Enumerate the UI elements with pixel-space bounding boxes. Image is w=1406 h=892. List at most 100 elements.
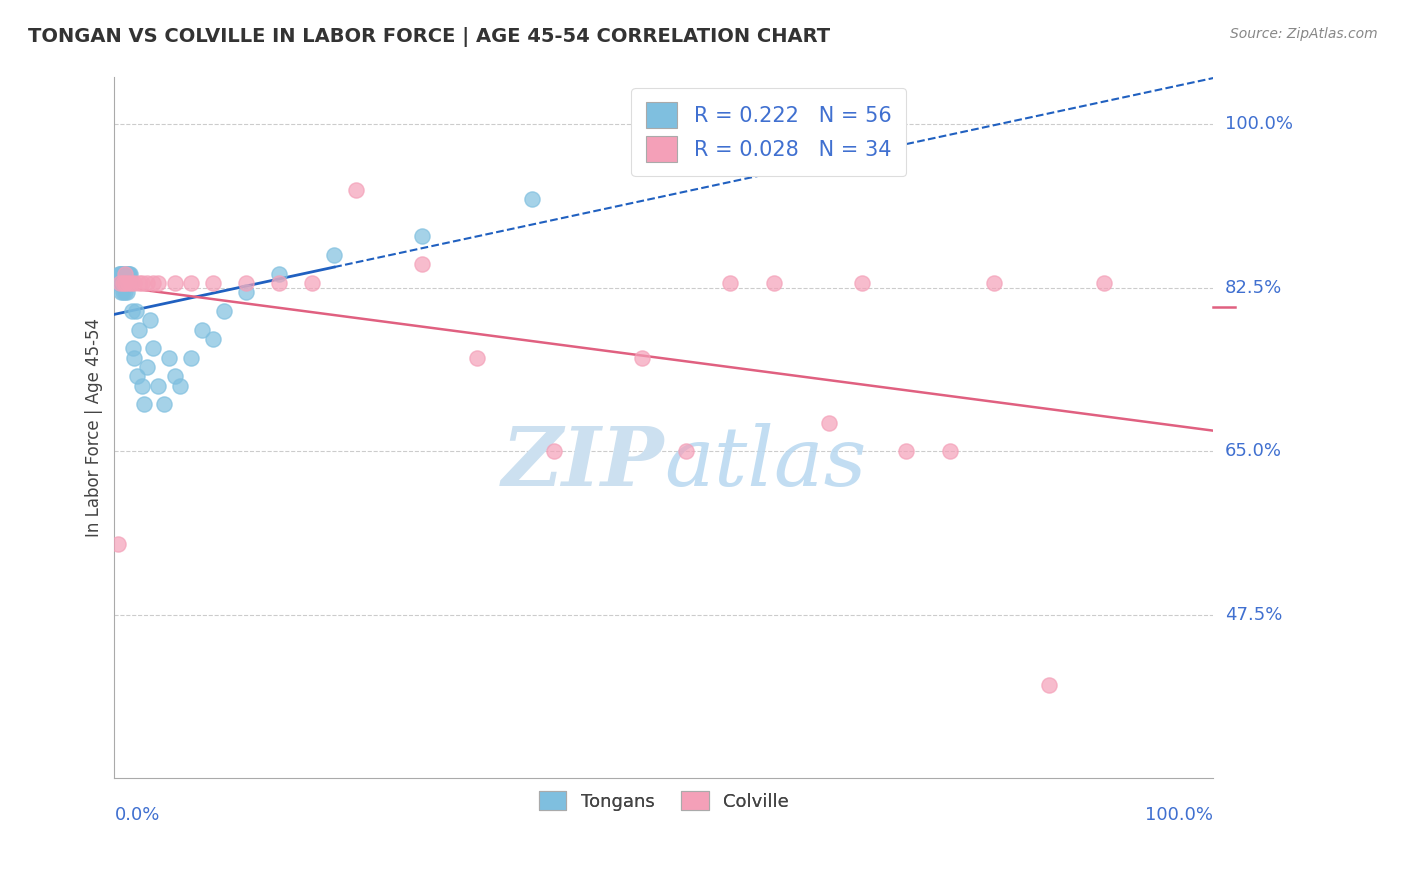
Point — [114, 276, 136, 290]
Point — [117, 267, 139, 281]
Point — [114, 276, 136, 290]
Point — [128, 323, 150, 337]
Point — [128, 276, 150, 290]
Point — [344, 182, 367, 196]
Point — [157, 351, 180, 365]
Point — [631, 351, 654, 365]
Point — [675, 444, 697, 458]
Point — [122, 276, 145, 290]
Point — [118, 267, 141, 281]
Point — [851, 276, 873, 290]
Point — [894, 444, 917, 458]
Point — [112, 276, 135, 290]
Point — [718, 276, 741, 290]
Point — [817, 416, 839, 430]
Point — [120, 276, 142, 290]
Point — [1038, 677, 1060, 691]
Point — [127, 369, 149, 384]
Point — [112, 285, 135, 300]
Point — [121, 304, 143, 318]
Point — [465, 351, 488, 365]
Point — [118, 276, 141, 290]
Point — [125, 304, 148, 318]
Point — [191, 323, 214, 337]
Point — [163, 276, 186, 290]
Y-axis label: In Labor Force | Age 45-54: In Labor Force | Age 45-54 — [86, 318, 103, 537]
Point — [323, 248, 346, 262]
Point — [114, 267, 136, 281]
Point — [762, 276, 785, 290]
Point — [112, 267, 135, 281]
Point — [235, 276, 257, 290]
Text: 82.5%: 82.5% — [1225, 278, 1282, 297]
Point — [131, 276, 153, 290]
Text: 0.0%: 0.0% — [114, 806, 160, 824]
Point — [138, 313, 160, 327]
Point — [117, 276, 139, 290]
Point — [118, 276, 141, 290]
Point — [269, 276, 291, 290]
Text: atlas: atlas — [664, 423, 866, 503]
Point — [111, 276, 134, 290]
Point — [108, 267, 131, 281]
Point — [112, 276, 135, 290]
Point — [136, 359, 159, 374]
Point — [938, 444, 960, 458]
Point — [111, 276, 134, 290]
Point — [132, 397, 155, 411]
Point — [108, 267, 131, 281]
Point — [520, 192, 543, 206]
Point — [148, 276, 170, 290]
Legend: Tongans, Colville: Tongans, Colville — [531, 784, 796, 818]
Point — [112, 276, 135, 290]
Point — [120, 276, 142, 290]
Point — [107, 537, 129, 551]
Text: 47.5%: 47.5% — [1225, 606, 1282, 624]
Text: 65.0%: 65.0% — [1225, 442, 1282, 460]
Point — [411, 229, 433, 244]
Point — [108, 276, 131, 290]
Point — [675, 145, 697, 160]
Point — [411, 257, 433, 271]
Point — [142, 341, 165, 355]
Point — [114, 267, 136, 281]
Point — [114, 276, 136, 290]
Point — [114, 276, 136, 290]
Point — [269, 267, 291, 281]
Point — [142, 276, 165, 290]
Point — [107, 276, 129, 290]
Text: 100.0%: 100.0% — [1225, 115, 1292, 133]
Point — [153, 397, 176, 411]
Point — [148, 378, 170, 392]
Point — [110, 285, 132, 300]
Point — [118, 267, 141, 281]
Point — [115, 285, 138, 300]
Point — [115, 276, 138, 290]
Point — [122, 341, 145, 355]
Point — [1092, 276, 1115, 290]
Point — [983, 276, 1005, 290]
Point — [202, 276, 225, 290]
Point — [117, 276, 139, 290]
Text: TONGAN VS COLVILLE IN LABOR FORCE | AGE 45-54 CORRELATION CHART: TONGAN VS COLVILLE IN LABOR FORCE | AGE … — [28, 27, 831, 46]
Point — [163, 369, 186, 384]
Point — [114, 285, 136, 300]
Point — [136, 276, 159, 290]
Point — [235, 285, 257, 300]
Text: Source: ZipAtlas.com: Source: ZipAtlas.com — [1230, 27, 1378, 41]
Point — [112, 276, 135, 290]
Point — [169, 378, 191, 392]
Point — [111, 267, 134, 281]
Point — [110, 267, 132, 281]
Point — [202, 332, 225, 346]
Point — [110, 276, 132, 290]
Point — [214, 304, 236, 318]
Point — [108, 276, 131, 290]
Point — [301, 276, 323, 290]
Point — [115, 267, 138, 281]
Text: 100.0%: 100.0% — [1146, 806, 1213, 824]
Point — [180, 351, 202, 365]
Point — [131, 378, 153, 392]
Point — [543, 444, 565, 458]
Point — [180, 276, 202, 290]
